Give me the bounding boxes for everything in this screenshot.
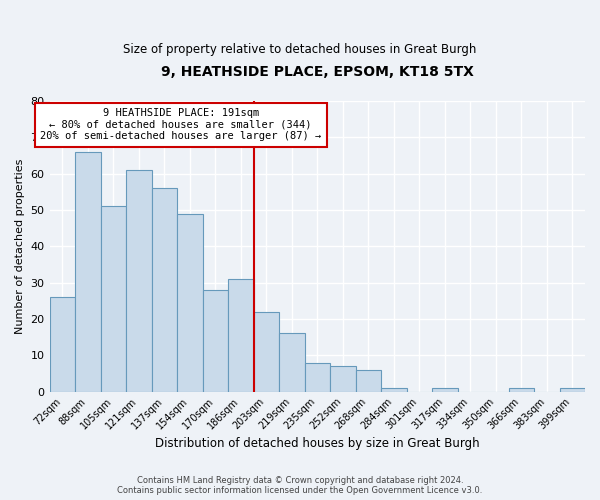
Bar (75, 152, 101, 392)
Bar (305, 362, 330, 392)
Bar (509, 388, 534, 392)
Y-axis label: Number of detached properties: Number of detached properties (15, 158, 25, 334)
Bar (432, 388, 458, 392)
Title: 9, HEATHSIDE PLACE, EPSOM, KT18 5TX: 9, HEATHSIDE PLACE, EPSOM, KT18 5TX (161, 65, 474, 79)
Bar (101, 206, 126, 392)
Bar (228, 279, 254, 392)
Bar (279, 334, 305, 392)
Bar (152, 188, 177, 392)
Bar (381, 388, 407, 392)
Bar (177, 214, 203, 392)
Text: 9 HEATHSIDE PLACE: 191sqm
← 80% of detached houses are smaller (344)
20% of semi: 9 HEATHSIDE PLACE: 191sqm ← 80% of detac… (40, 108, 322, 142)
Bar (330, 366, 356, 392)
Bar (50, 297, 75, 392)
Bar (254, 312, 279, 392)
Bar (560, 388, 585, 392)
Text: Size of property relative to detached houses in Great Burgh: Size of property relative to detached ho… (124, 42, 476, 56)
Text: Contains HM Land Registry data © Crown copyright and database right 2024.
Contai: Contains HM Land Registry data © Crown c… (118, 476, 482, 495)
Bar (356, 370, 381, 392)
X-axis label: Distribution of detached houses by size in Great Burgh: Distribution of detached houses by size … (155, 437, 479, 450)
Bar (203, 290, 228, 392)
Bar (126, 170, 152, 392)
